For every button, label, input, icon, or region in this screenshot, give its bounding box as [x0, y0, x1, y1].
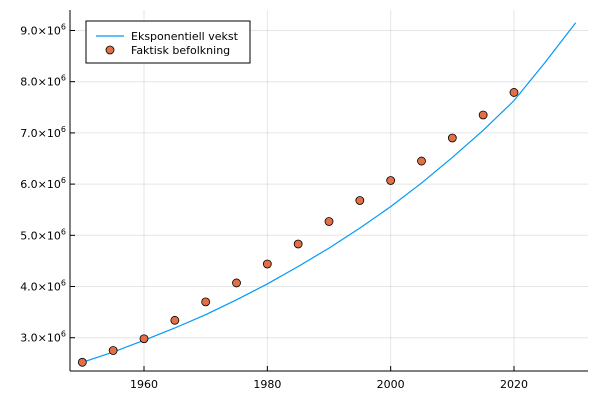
population-point	[293, 239, 303, 249]
population-point	[324, 217, 334, 226]
population-point	[355, 196, 365, 205]
population-point	[447, 133, 457, 143]
legend-label-exponential: Eksponentiell vekst	[131, 30, 239, 43]
exponential-growth-line	[82, 22, 577, 363]
population-point	[201, 297, 211, 307]
population-point	[77, 357, 87, 367]
population-point	[139, 334, 149, 344]
y-tick-label: 7.0×106	[20, 125, 66, 140]
axes	[69, 10, 588, 372]
legend-label-actual: Faktisk befolkning	[131, 44, 230, 57]
population-point	[262, 259, 272, 269]
legend-box	[85, 20, 251, 64]
tick-labels: 1960 1980 2000 2020 3.0×106 4.0×106 5.0×106 6.0…	[20, 22, 528, 391]
population-point	[108, 346, 118, 355]
population-point	[232, 278, 241, 288]
population-point	[417, 156, 426, 166]
y-tick-label: 9.0×106	[20, 22, 66, 37]
y-tick-label: 5.0×106	[20, 227, 66, 242]
x-tick-label: 2020	[500, 378, 528, 391]
legend: Eksponentiell vekst Faktisk befolkning	[85, 20, 251, 64]
y-tick-label: 6.0×106	[20, 176, 66, 191]
x-tick-label: 1980	[253, 378, 281, 391]
grid-lines	[70, 10, 588, 371]
x-tick-label: 2000	[377, 378, 405, 391]
y-tick-label: 4.0×106	[20, 279, 66, 294]
y-tick-label: 3.0×106	[20, 330, 66, 345]
series	[77, 22, 577, 367]
population-point	[509, 88, 519, 97]
x-tick-label: 1960	[130, 378, 158, 391]
y-tick-label: 8.0×106	[20, 74, 66, 89]
population-point	[170, 315, 180, 325]
population-point	[478, 110, 488, 120]
population-point	[386, 176, 396, 185]
legend-marker-swatch	[105, 45, 115, 55]
